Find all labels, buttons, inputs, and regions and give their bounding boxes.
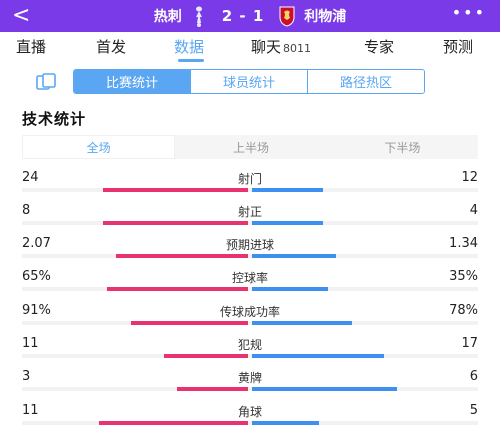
stat-away-value: 35% [449,269,478,284]
tab-data[interactable]: 数据 [174,38,205,56]
stat-away-value: 78% [449,303,478,318]
match-score: 2 - 1 [221,7,265,25]
stat-home-value: 11 [22,403,39,418]
chat-count-badge: 8011 [283,42,312,55]
tab-chat[interactable]: 聊天 8011 [251,36,311,57]
stat-row: 3 黄牌 6 [0,365,500,398]
stat-home-value: 65% [22,269,51,284]
stat-row: 65% 控球率 35% [0,265,500,298]
stat-home-bar [131,321,248,325]
match-info: 热刺 2 - 1 利物浦 [0,0,500,32]
home-team-name[interactable]: 热刺 [153,9,182,25]
tab-lineup[interactable]: 首发 [96,38,127,56]
stat-home-value: 24 [22,170,39,185]
stat-home-bar [99,421,248,425]
stats-type-bar: 比赛统计 球员统计 路径热区 [0,62,500,104]
tab-live[interactable]: 直播 [16,38,47,56]
segment-player-stats[interactable]: 球员统计 [191,70,308,93]
stat-away-bar [252,254,336,258]
stat-away-bar [252,287,328,291]
liverpool-logo-icon [279,6,295,27]
period-first-half[interactable]: 上半场 [232,140,269,155]
segment-match-stats[interactable]: 比赛统计 [74,70,191,93]
stat-home-bar [177,387,248,391]
stat-bar-track [22,287,478,291]
stat-label: 犯规 [237,338,262,352]
stat-away-value: 5 [469,403,478,418]
period-selector: 全场 上半场 下半场 [22,135,478,159]
stat-row: 8 射正 4 [0,199,500,232]
stat-row: 91% 传球成功率 78% [0,299,500,332]
stat-label: 射正 [237,205,262,219]
clipboard-icon[interactable] [34,72,58,92]
stat-bar-track [22,221,478,225]
more-icon[interactable]: ••• [451,3,486,22]
stat-label: 角球 [237,405,262,419]
stat-label: 控球率 [231,271,268,285]
stat-away-bar [252,387,397,391]
section-title: 技术统计 [22,110,87,128]
main-tabs: 直播 首发 数据 聊天 8011 专家 预测 [0,32,500,62]
stat-away-value: 12 [461,170,478,185]
period-full[interactable]: 全场 [22,135,176,159]
stat-row: 11 角球 5 [0,399,500,432]
stat-home-value: 8 [22,203,31,218]
stat-label: 预期进球 [225,238,274,252]
stat-bar-track [22,387,478,391]
stat-bar-track [22,421,478,425]
stat-away-bar [252,321,352,325]
stat-away-value: 1.34 [449,236,478,251]
stat-home-bar [116,254,248,258]
tab-experts[interactable]: 专家 [364,38,395,56]
stat-bar-track [22,254,478,258]
stat-home-bar [107,287,248,291]
active-tab-indicator [178,59,204,62]
back-button[interactable]: < [12,3,31,28]
stat-away-bar [252,421,319,425]
stat-away-bar [252,221,323,225]
stat-bar-track [22,188,478,192]
stats-segmented-control: 比赛统计 球员统计 路径热区 [73,69,425,94]
stat-row: 11 犯规 17 [0,332,500,365]
tab-chat-label: 聊天 [251,38,282,56]
tab-prediction[interactable]: 预测 [443,38,474,56]
stat-bar-track [22,354,478,358]
stat-away-value: 4 [469,203,478,218]
segment-heatmap[interactable]: 路径热区 [308,70,424,93]
stat-away-bar [252,354,384,358]
stat-row: 24 射门 12 [0,166,500,199]
stat-away-value: 6 [469,369,478,384]
stat-bar-track [22,321,478,325]
stat-home-value: 3 [22,369,31,384]
stat-home-bar [103,221,248,225]
away-team-name[interactable]: 利物浦 [304,9,347,25]
stat-away-bar [252,188,323,192]
stat-away-value: 17 [461,336,478,351]
tottenham-logo-icon [195,6,202,27]
stat-label: 传球成功率 [219,305,280,319]
stat-label: 射门 [237,172,262,186]
stat-row: 2.07 预期进球 1.34 [0,232,500,265]
stat-home-value: 2.07 [22,236,51,251]
stat-home-value: 91% [22,303,51,318]
stat-home-value: 11 [22,336,39,351]
period-second-half[interactable]: 下半场 [384,140,421,155]
stat-label: 黄牌 [237,371,262,385]
stat-home-bar [103,188,248,192]
match-header: < 热刺 2 - 1 利物浦 ••• [0,0,500,32]
stat-home-bar [164,354,248,358]
